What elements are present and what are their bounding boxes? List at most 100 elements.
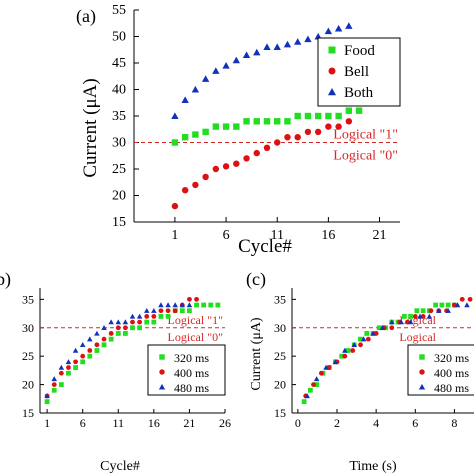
data-point [345,107,353,114]
data-point [115,325,121,331]
panel-c-x-tick-label: 6 [412,416,418,430]
panel-a-y-tick-label: 15 [112,215,126,230]
data-point [345,118,353,125]
data-point [253,118,260,125]
data-point [339,353,345,359]
data-point [318,370,324,376]
data-point [172,308,178,314]
legend-marker [158,383,166,390]
data-point [208,302,214,308]
data-point [253,149,260,157]
data-point [439,302,445,308]
data-point [454,302,461,308]
data-point [263,43,271,51]
panel-c-series-480-ms [304,302,470,399]
data-point [44,399,50,405]
data-point [379,325,386,330]
data-point [301,399,307,405]
panel-a-legend: Food Bell Both [317,37,401,107]
panel-a-label: (a) [76,6,96,27]
data-point [192,181,199,189]
panel-b-x-tick-label: 21 [183,416,195,430]
panel-b-series-480-ms [44,302,193,399]
data-point [358,336,363,342]
data-point [130,325,135,331]
data-point [144,319,150,325]
panel-c-y-tick-label: 15 [274,406,286,420]
data-point [44,393,50,399]
panel-b-x-tick-label: 11 [112,416,124,430]
data-point [263,144,271,151]
data-point [222,163,230,170]
legend-marker [419,369,425,375]
panel-a-y-tick-label: 20 [112,189,126,204]
legend-label: 400 ms [434,366,469,380]
data-point [274,118,281,125]
panel-a-x-tick-label: 1 [171,228,178,243]
data-point [242,51,251,58]
panel-a-y-tick-label: 40 [112,83,126,98]
panel-a-y-tick-label: 55 [112,3,126,18]
data-point [323,364,329,370]
legend-label: 400 ms [174,366,209,380]
data-point [445,307,451,313]
panel-a-y-tick-label: 50 [112,30,126,45]
data-point [342,347,348,353]
data-point [58,364,65,370]
panel-a-y-tick-label: 25 [112,162,126,177]
data-point [284,134,291,141]
data-point [65,359,72,365]
data-point [335,123,342,130]
data-point [165,308,171,314]
data-point [191,85,200,93]
panel-a-y-tick-label: 35 [112,109,126,124]
data-point [187,308,192,314]
data-point [129,313,136,319]
data-point [407,319,414,325]
data-point [171,202,179,210]
data-point [284,118,291,125]
panel-a-y-tick-label: 30 [112,136,126,151]
data-point [304,128,312,136]
panel-c-x-tick-label: 4 [373,416,379,430]
data-point [350,348,356,353]
data-point [233,160,240,167]
data-point [233,123,240,130]
data-point [181,187,189,194]
data-point [212,165,220,173]
data-point [181,134,189,141]
data-point [417,313,423,319]
data-point [355,107,363,114]
data-point [351,342,357,348]
panel-a-x-axis-label: Cycle# [238,236,292,257]
data-point [414,308,420,314]
data-point [273,43,281,51]
panel-b-logical-1-label: Logical "1" [168,313,224,327]
data-point [314,112,322,120]
data-point [115,331,121,336]
data-point [376,325,382,331]
data-point [201,75,210,82]
data-point [136,313,143,319]
panel-c-x-tick-label: 0 [295,416,301,430]
legend-marker [419,354,425,360]
data-point [307,387,313,393]
data-point [171,139,179,146]
data-point [87,348,93,353]
data-point [345,348,351,353]
panel-b-y-tick-label: 35 [22,292,34,306]
data-point [325,112,332,120]
legend-label: 480 ms [174,381,209,395]
data-point [202,128,209,136]
data-point [172,302,178,308]
data-point [408,314,413,319]
panel-b-x-tick-label: 6 [80,416,86,430]
legend-label: 320 ms [434,351,469,365]
data-point [426,313,433,319]
panel-a-series-both [171,22,353,119]
data-point [179,302,186,308]
panel-b-x-axis-label: Cycle# [100,459,140,474]
